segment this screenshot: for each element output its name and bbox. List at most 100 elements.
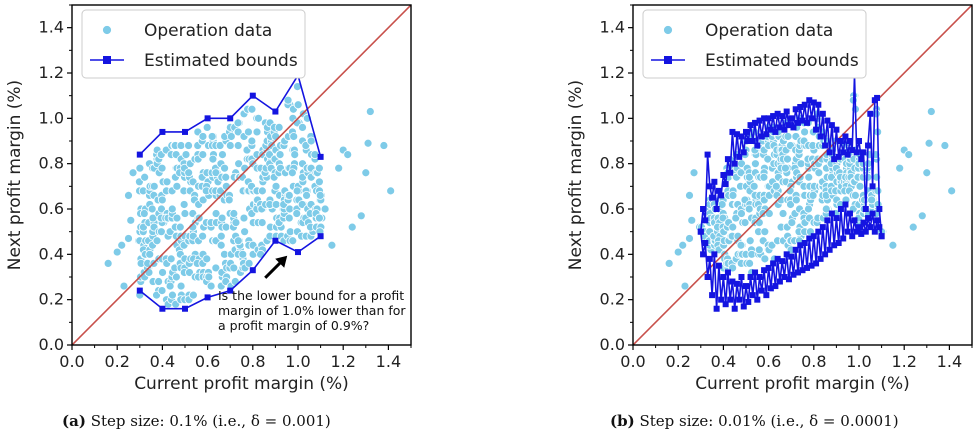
- scatter-point: [289, 132, 299, 141]
- bound-marker: [824, 217, 831, 224]
- bound-marker: [743, 128, 749, 135]
- bound-marker: [706, 183, 713, 190]
- bound-marker: [752, 119, 759, 126]
- bound-marker: [774, 110, 781, 117]
- scatter-point: [749, 181, 759, 191]
- bound-marker: [835, 153, 842, 160]
- scatter-point: [292, 209, 302, 218]
- scatter-point: [744, 172, 754, 182]
- bound-marker: [792, 246, 799, 253]
- scatter-point: [717, 200, 727, 209]
- legend-box: [81, 9, 306, 79]
- bound-marker: [781, 126, 788, 133]
- scatter-point: [162, 177, 172, 187]
- x-tick-label: 0.8: [240, 352, 265, 371]
- bound-marker: [840, 149, 847, 156]
- scatter-point: [781, 163, 790, 173]
- bound-marker: [758, 287, 765, 294]
- annotation-text-line: Is the lower bound for a profit: [218, 288, 404, 303]
- bound-marker: [317, 153, 324, 160]
- bound-marker: [842, 133, 849, 140]
- scatter-point: [158, 268, 167, 277]
- scatter-point: [315, 190, 325, 200]
- bound-marker: [779, 258, 786, 265]
- bound-marker: [724, 156, 731, 163]
- bound-marker: [729, 278, 736, 285]
- scatter-point: [216, 231, 226, 241]
- chart-b: 0.0 0.2 0.4 0.6 0.8 1.0 1.2 1.4 0.0 0.2 0.4 0.6 0.8 1…: [566, 4, 973, 394]
- bound-marker: [804, 119, 811, 126]
- scatter-point: [689, 168, 699, 178]
- scatter-point: [306, 136, 316, 146]
- scatter-point: [904, 150, 914, 160]
- bound-marker: [779, 113, 786, 120]
- y-axis-label: Next profit margin (%): [566, 80, 586, 270]
- scatter-point: [233, 141, 243, 150]
- bound-marker: [709, 194, 716, 201]
- scatter-point: [778, 209, 788, 218]
- scatter-point: [172, 213, 182, 223]
- bound-marker: [756, 274, 763, 280]
- x-tick-label: 0.8: [801, 352, 826, 371]
- bound-marker: [772, 283, 779, 290]
- y-tick-label: 1.4: [39, 18, 64, 37]
- scatter-point: [224, 195, 234, 205]
- scatter-point: [233, 127, 243, 137]
- scatter-point: [718, 213, 728, 223]
- bound-marker: [804, 264, 811, 271]
- bound-marker: [831, 156, 838, 163]
- scatter-point: [287, 168, 297, 178]
- bound-marker: [718, 192, 725, 199]
- scatter-point: [257, 186, 267, 196]
- bound-marker: [738, 133, 745, 140]
- bound-marker: [702, 240, 709, 246]
- scatter-point: [283, 95, 293, 105]
- bound-marker: [733, 280, 740, 287]
- scatter-point: [347, 222, 357, 232]
- bound-marker: [747, 274, 754, 280]
- bound-marker: [249, 92, 256, 99]
- bound-marker: [824, 117, 831, 124]
- bound-marker: [828, 210, 835, 217]
- scatter-point: [112, 247, 122, 257]
- bound-marker: [828, 122, 835, 129]
- y-tick-label: 0.0: [600, 335, 625, 354]
- bound-marker: [794, 119, 801, 126]
- bound-marker: [159, 128, 166, 135]
- scatter-point: [124, 190, 133, 200]
- scatter-point: [917, 211, 927, 221]
- bound-marker: [700, 251, 707, 258]
- scatter-point: [924, 138, 934, 148]
- scatter-point: [145, 249, 155, 259]
- scatter-point: [154, 277, 163, 286]
- scatter-point: [128, 168, 138, 178]
- bound-marker: [756, 117, 763, 124]
- scatter-point: [804, 172, 814, 182]
- scatter-point: [783, 154, 792, 164]
- x-tick-label: 1.2: [891, 352, 916, 371]
- bound-marker: [317, 233, 324, 240]
- scatter-point: [176, 141, 186, 150]
- caption-b-tag: (b): [610, 412, 635, 430]
- y-tick-label: 0.4: [39, 244, 64, 263]
- scatter-point: [754, 218, 764, 228]
- scatter-point: [238, 249, 248, 259]
- x-tick-label: 1.4: [937, 352, 962, 371]
- diagonal-line: [72, 5, 411, 345]
- scatter-point: [940, 141, 950, 150]
- bound-marker: [849, 233, 856, 240]
- scatter-point: [139, 209, 149, 218]
- scatter-point: [198, 132, 208, 141]
- scatter-point: [343, 150, 353, 160]
- x-tick-label: 0.4: [150, 352, 175, 371]
- bound-marker: [711, 178, 718, 185]
- scatter-point: [152, 236, 162, 246]
- bound-marker: [720, 172, 727, 178]
- bound-marker: [799, 267, 806, 274]
- scatter-point: [271, 181, 281, 191]
- scatter-point: [247, 104, 257, 114]
- caption-a-text: Step size: 0.1% (i.e., δ = 0.001): [90, 412, 331, 430]
- scatter-point: [233, 236, 243, 246]
- bound-marker: [790, 124, 797, 131]
